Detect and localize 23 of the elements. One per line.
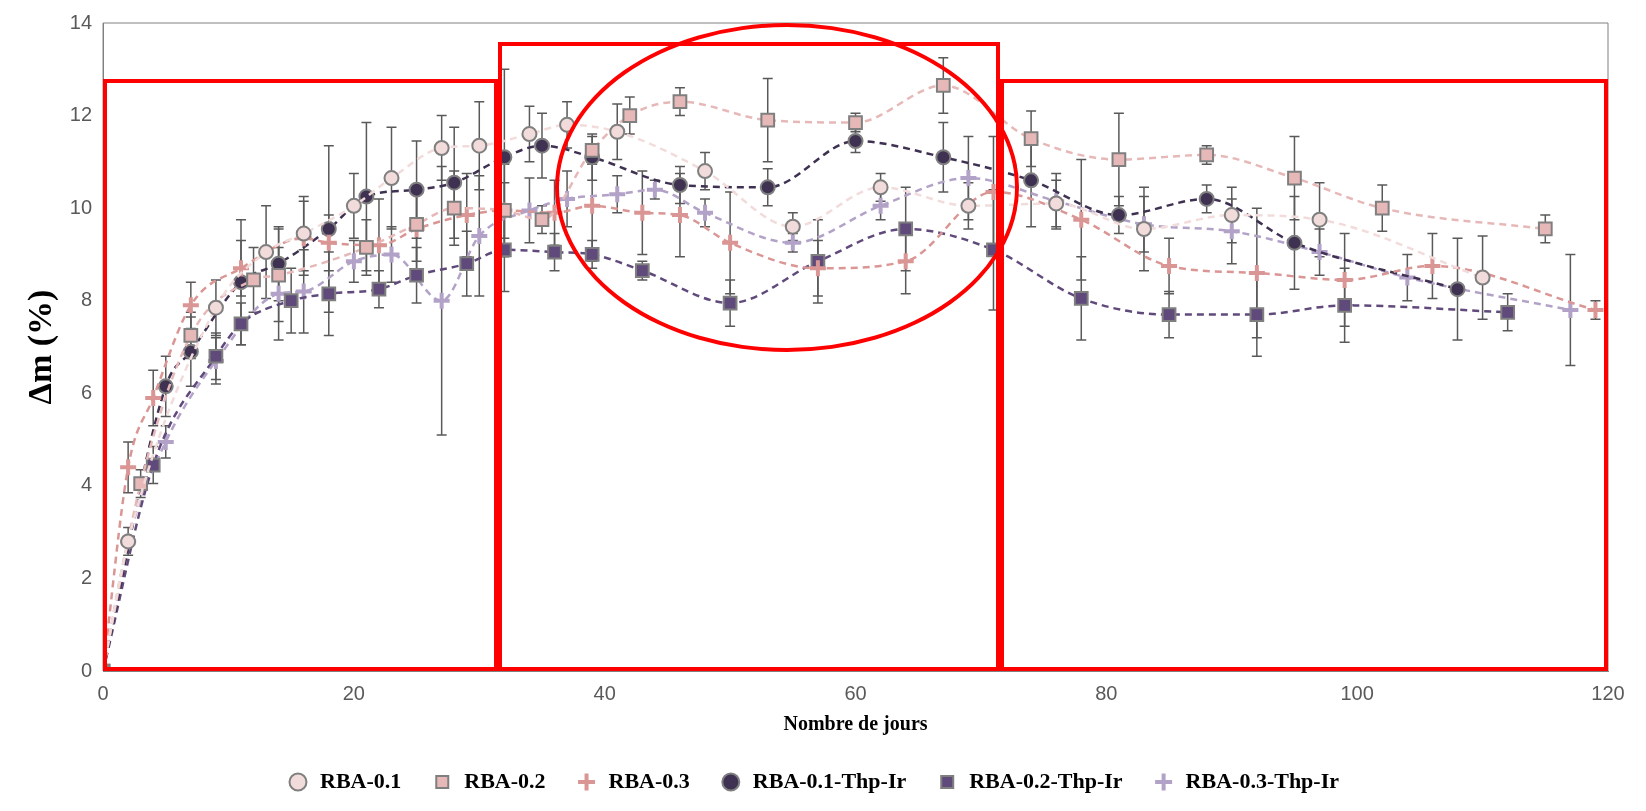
x-tick-label: 120 (1591, 681, 1625, 704)
y-tick-label: 12 (69, 103, 93, 126)
x-axis-title: Nombre de jours (783, 712, 928, 736)
legend-label: RBA-0.2-Thp-Ir (969, 767, 1123, 793)
y-axis-title: Δm (%) (21, 289, 60, 405)
x-tick-label: 20 (342, 681, 365, 704)
x-tick-label: 80 (1095, 681, 1118, 704)
x-tick-label: 100 (1340, 681, 1374, 704)
y-tick-label: 14 (69, 10, 93, 33)
legend-label: RBA-0.3-Thp-Ir (1185, 767, 1340, 793)
x-tick-label: 60 (844, 681, 867, 704)
y-tick-label: 2 (80, 565, 93, 588)
legend-label: RBA-0.1-Thp-Ir (752, 767, 907, 793)
y-tick-label: 4 (80, 473, 93, 496)
legend-label: RBA-0.3 (608, 767, 690, 793)
y-tick-label: 10 (69, 195, 93, 218)
y-tick-label: 6 (80, 380, 93, 403)
y-tick-label: 8 (80, 288, 93, 311)
legend-label: RBA-0.1 (319, 767, 402, 793)
x-tick-label: 0 (97, 681, 109, 704)
legend-label: RBA-0.2 (464, 767, 546, 793)
x-tick-label: 40 (593, 681, 616, 704)
y-tick-label: 0 (80, 658, 93, 681)
